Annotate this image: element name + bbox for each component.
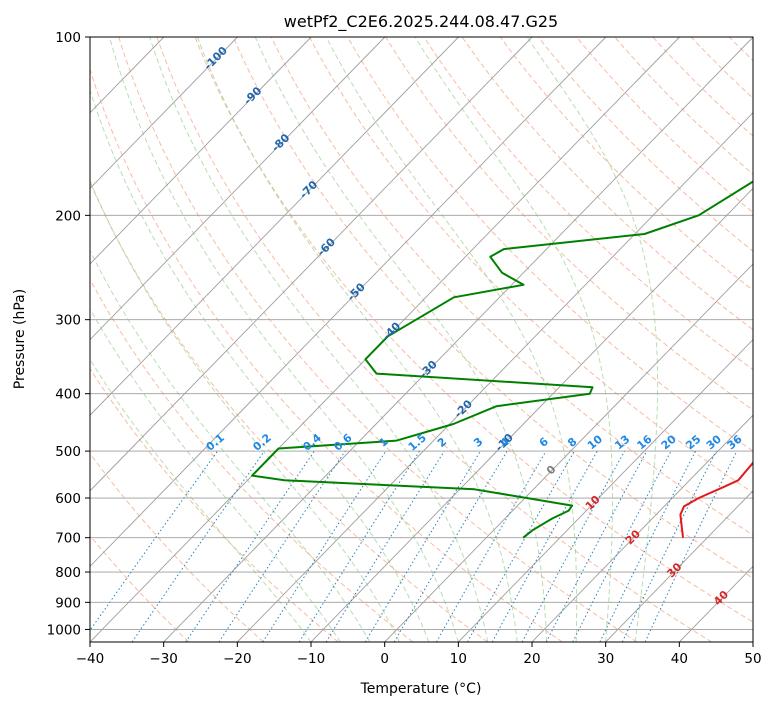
mixing-ratio-lines <box>90 450 738 642</box>
dry-adiabat-line <box>118 37 638 642</box>
moist-adiabat-line <box>90 307 341 642</box>
moist-adiabat-line <box>90 249 371 642</box>
isobars <box>90 214 753 630</box>
y-tick-label: 800 <box>55 565 81 581</box>
moist-adiabat-line <box>414 37 613 642</box>
x-tick-label: −30 <box>149 651 178 667</box>
dry-adiabat-line <box>156 37 712 642</box>
x-tick-label: −40 <box>76 651 105 667</box>
mixing-ratio-line <box>262 450 387 642</box>
y-axis: 100 200 300 400 500 600 700 800 900 1000 <box>47 30 90 638</box>
isotherm-line <box>384 263 753 642</box>
isotherm-line <box>90 37 607 568</box>
x-tick-label: 20 <box>523 651 540 667</box>
x-tick-label: 10 <box>450 651 467 667</box>
y-axis-title: Pressure (hPa) <box>12 289 28 389</box>
x-tick-label: 0 <box>380 651 389 667</box>
dry-adiabat-line <box>385 37 753 411</box>
y-tick-label: 1000 <box>47 622 81 638</box>
y-tick-label: 100 <box>55 30 81 46</box>
moist-adiabat-line <box>90 88 430 642</box>
dry-adiabat-line <box>614 37 753 175</box>
moist-adiabat-line <box>149 37 489 642</box>
x-tick-label: −10 <box>297 651 326 667</box>
moist-adiabat-line <box>90 179 400 642</box>
dry-adiabat-line <box>232 37 753 579</box>
isotherm-line <box>310 187 753 642</box>
mixing-ratio-line <box>521 450 626 642</box>
moist-adiabat-line <box>196 37 518 642</box>
y-tick-label: 400 <box>55 387 81 403</box>
dry-adiabat-line <box>423 37 753 371</box>
y-tick-label: 700 <box>55 531 81 547</box>
mixing-ratio-line <box>393 450 508 642</box>
isotherm-line <box>163 37 753 642</box>
moist-adiabat-line <box>526 37 659 642</box>
mixing-ratio-line <box>131 450 265 642</box>
mixing-ratio-line <box>298 450 421 642</box>
isotherm-line <box>90 37 238 190</box>
dry-adiabat-line <box>90 181 488 642</box>
moist-adiabat-line <box>109 37 459 642</box>
y-tick-label: 200 <box>55 208 81 224</box>
mixing-ratio-line <box>621 450 717 642</box>
y-tick-label: 900 <box>55 595 81 611</box>
dry-adiabat-line <box>538 37 753 252</box>
isotherm-line <box>90 37 533 492</box>
x-axis: −40 −30 −20 −10 0 10 20 30 40 50 <box>76 642 762 667</box>
x-tick-label: −20 <box>223 651 252 667</box>
chart-title: wetPf2_C2E6.2025.244.08.47.G25 <box>284 12 558 32</box>
plot-frame <box>89 36 754 643</box>
dry-adiabat-line <box>499 37 753 291</box>
y-tick-label: 600 <box>55 491 81 507</box>
mixing-ratio-line <box>491 450 598 642</box>
mixing-ratio-line <box>364 450 481 642</box>
temperature-profile-line <box>679 461 753 538</box>
dry-adiabat-line <box>90 67 563 642</box>
x-tick-label: 40 <box>671 651 688 667</box>
y-tick-label: 300 <box>55 313 81 329</box>
x-tick-label: 50 <box>744 651 761 667</box>
isotherm-line <box>90 37 459 416</box>
moist-adiabats <box>90 37 659 642</box>
isotherm-line <box>90 37 312 265</box>
isotherm-line <box>531 414 753 642</box>
dry-adiabat-line <box>90 278 414 642</box>
mixing-ratio-line <box>90 450 218 632</box>
dewpoint-profile-line <box>251 180 753 539</box>
x-tick-label: 30 <box>597 651 614 667</box>
isotherm-line <box>237 112 753 642</box>
dry-adiabat-line <box>194 37 753 623</box>
dry-adiabat-line <box>90 534 190 642</box>
moist-adiabat-line <box>90 358 312 642</box>
moist-adiabat-line <box>325 37 578 642</box>
y-tick-label: 500 <box>55 444 81 460</box>
dry-adiabat-line <box>270 37 753 536</box>
profile-series <box>251 180 753 539</box>
isotherm-line <box>605 490 753 642</box>
moist-adiabat-line <box>254 37 548 642</box>
mixing-ratio-line <box>467 450 576 642</box>
mixing-ratio-line <box>325 450 445 642</box>
isotherm-line <box>458 338 753 642</box>
mixing-ratio-line <box>644 450 738 642</box>
x-axis-title: Temperature (°C) <box>360 681 482 697</box>
mixing-ratio-line <box>435 450 547 642</box>
